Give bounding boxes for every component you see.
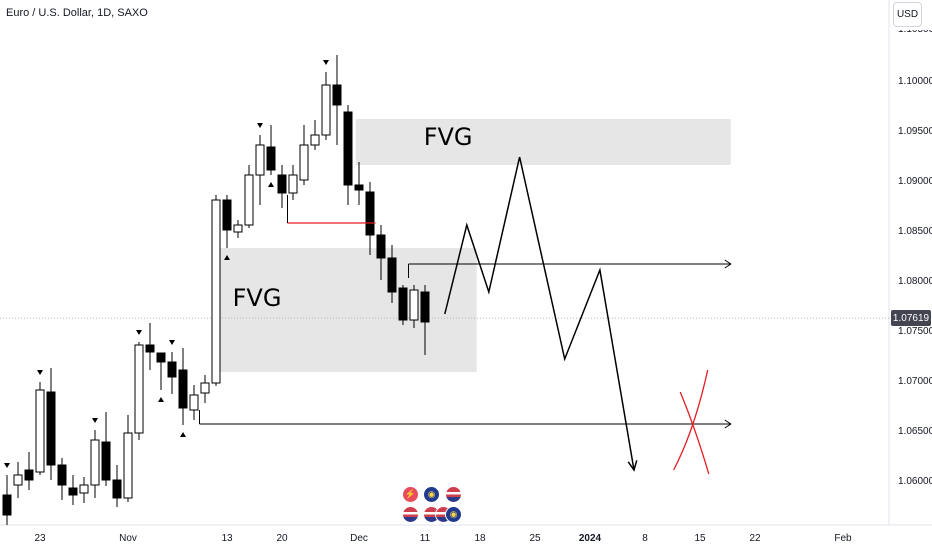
fractal-low-marker	[158, 397, 164, 402]
candle-bullish	[13, 474, 23, 486]
candle-bearish	[387, 257, 397, 293]
us-flag-event-icon[interactable]	[424, 507, 439, 522]
candle-bearish	[68, 487, 78, 496]
candle-bullish	[79, 484, 89, 494]
x-tick-label: 13	[221, 533, 233, 544]
fractal-low-marker	[268, 182, 274, 187]
candle-bullish	[35, 389, 45, 473]
candle-bearish	[156, 352, 166, 363]
candle-bullish	[255, 144, 265, 176]
candle-bearish	[112, 479, 122, 499]
candle-bearish	[2, 494, 12, 516]
candle-bearish	[101, 441, 111, 481]
candle-bullish	[321, 84, 331, 136]
y-tick-label: 1.10000	[898, 76, 932, 87]
x-tick-label: Nov	[119, 533, 137, 544]
candle-bullish	[200, 382, 210, 394]
candle-bearish	[145, 344, 155, 353]
fractal-high-marker	[92, 418, 98, 423]
x-tick-label: 18	[474, 533, 486, 544]
y-tick-label: 1.07000	[898, 376, 932, 387]
us-flag-event-icon[interactable]	[403, 507, 418, 522]
x-tick-label: 20	[276, 533, 288, 544]
projection-path	[444, 156, 635, 471]
y-tick-label: 1.07500	[898, 326, 932, 337]
candle-bullish	[134, 344, 144, 434]
candle-bullish	[288, 174, 298, 194]
candle-bearish	[277, 174, 287, 194]
x-tick-label: 15	[694, 533, 706, 544]
eu-flag-event-icon[interactable]: ◉	[424, 487, 439, 502]
candle-bearish	[365, 191, 375, 236]
candle-bearish	[398, 287, 408, 321]
ray-arrowhead	[724, 259, 732, 269]
y-tick-label: 1.09000	[898, 176, 932, 187]
y-tick-label: 1.06000	[898, 476, 932, 487]
candle-bullish	[310, 134, 320, 146]
candle-bearish	[354, 184, 364, 191]
candle-bullish	[299, 144, 309, 181]
candle-bullish	[123, 432, 133, 499]
candle-bearish	[167, 361, 177, 378]
y-tick-label: 1.09500	[898, 126, 932, 137]
candle-bearish	[57, 464, 67, 486]
candle-bearish	[332, 84, 342, 106]
fractal-high-marker	[257, 123, 263, 128]
fractal-high-marker	[169, 340, 175, 345]
candle-bearish	[420, 291, 430, 323]
candle-bearish	[266, 146, 276, 171]
projection-arrowhead	[627, 460, 638, 472]
candle-bearish	[376, 234, 386, 259]
candle-bullish	[90, 439, 100, 486]
fractal-high-marker	[37, 370, 43, 375]
fractal-low-marker	[224, 255, 230, 260]
red-cross-mark	[679, 391, 710, 475]
candle-bearish	[24, 469, 34, 481]
x-tick-label: 8	[642, 533, 648, 544]
fractal-high-marker	[4, 463, 10, 468]
last-price-label: 1.07619	[891, 310, 931, 326]
candle-bearish	[343, 111, 353, 186]
x-tick-label: 2024	[579, 533, 602, 544]
x-tick-label: 22	[749, 533, 761, 544]
currency-button[interactable]: USD	[893, 2, 922, 27]
candle-bullish	[189, 394, 199, 411]
fvg-label: FVG	[233, 284, 282, 312]
candle-bullish	[211, 199, 221, 384]
fractal-high-marker	[136, 330, 142, 335]
fvg-zone	[355, 119, 731, 165]
candle-bullish	[409, 289, 419, 321]
candle-bearish	[178, 369, 188, 409]
eu-flag-event-icon[interactable]: ◉	[446, 507, 461, 522]
candle-bullish	[244, 174, 254, 226]
candle-bearish	[46, 391, 56, 466]
lightning-event-icon[interactable]: ⚡	[403, 487, 418, 502]
y-tick-label: 1.08000	[898, 276, 932, 287]
us-flag-event-icon[interactable]	[446, 487, 461, 502]
fvg-zone	[211, 248, 477, 372]
fractal-high-marker	[323, 60, 329, 65]
x-tick-label: Dec	[350, 533, 368, 544]
y-tick-label: 1.08500	[898, 226, 932, 237]
x-tick-label: 25	[529, 533, 541, 544]
symbol-title: Euro / U.S. Dollar, 1D, SAXO	[6, 7, 148, 19]
y-tick-label: 1.06500	[898, 426, 932, 437]
ray-arrowhead	[724, 419, 732, 429]
candle-bullish	[233, 224, 243, 233]
candle-bearish	[222, 199, 232, 231]
fractal-low-marker	[180, 432, 186, 437]
x-tick-label: 11	[420, 533, 431, 544]
x-tick-label: 23	[34, 533, 46, 544]
fvg-label: FVG	[424, 123, 473, 151]
x-tick-label: Feb	[834, 533, 852, 544]
